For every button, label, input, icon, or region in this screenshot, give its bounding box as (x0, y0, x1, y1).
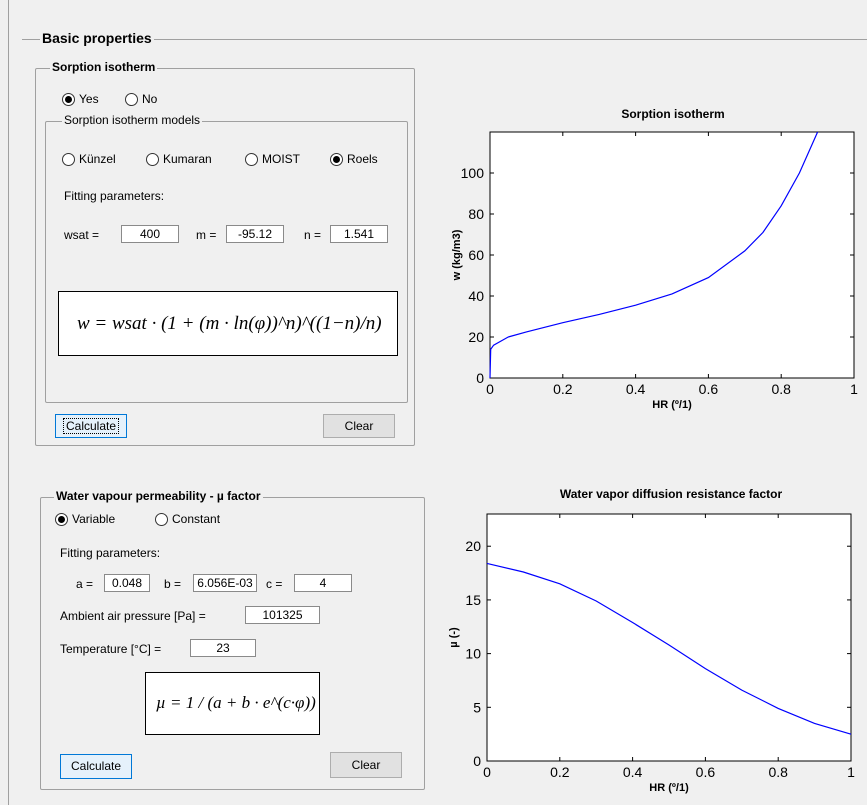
button-label: Calculate (70, 759, 122, 773)
window-border (8, 0, 9, 805)
vapour-chart-title: Water vapor diffusion resistance factor (559, 487, 783, 501)
sorption-clear-button[interactable]: Clear (323, 414, 395, 438)
vapour-calculate-button[interactable]: Calculate (60, 754, 132, 779)
x-tick-label: 1 (847, 764, 855, 780)
basic-properties-title: Basic properties (40, 30, 154, 46)
series-line (489, 131, 819, 379)
c-label: c = (266, 577, 283, 591)
temperature-label: Temperature [°C] = (60, 642, 162, 656)
radio-dot (330, 152, 343, 166)
sorption-calculate-button[interactable]: Calculate (55, 414, 127, 438)
vapour-formula-text: µ = 1 / (a + b · e^(c·φ)) (156, 693, 316, 712)
x-tick-label: 0.4 (623, 764, 643, 780)
plot-area (486, 513, 852, 762)
vapour-constant-radio[interactable]: Constant (155, 512, 220, 526)
radio-label: Roels (347, 152, 378, 166)
x-tick-label: 0.2 (550, 764, 570, 780)
x-tick-label: 0.8 (771, 381, 791, 397)
vapour-clear-button[interactable]: Clear (330, 752, 402, 778)
x-tick-label: 1 (850, 381, 858, 397)
y-tick-label: 80 (468, 206, 484, 222)
plot-area (489, 131, 855, 379)
y-axis-label: µ (-) (448, 627, 460, 648)
y-tick-label: 5 (473, 699, 481, 715)
x-axis-label: HR (º/1) (649, 782, 689, 794)
y-tick-label: 40 (468, 288, 484, 304)
b-label: b = (164, 577, 182, 591)
x-tick-label: 0.6 (699, 381, 719, 397)
x-tick-label: 0 (483, 764, 491, 780)
y-tick-label: 15 (465, 592, 481, 608)
radio-label: No (142, 92, 158, 106)
y-tick-label: 0 (473, 753, 481, 769)
button-label: Clear (344, 419, 374, 433)
model-kunzel-radio[interactable]: Künzel (62, 152, 116, 166)
radio-dot (55, 512, 68, 526)
sorption-formula-text: w = wsat · (1 + (m · ln(φ))^n)^((1−n)/n) (77, 313, 382, 334)
radio-dot (125, 92, 138, 106)
sorption-models-group (45, 121, 408, 403)
button-label: Clear (351, 758, 381, 772)
basic-properties-line (22, 39, 867, 40)
sorption-yes-radio[interactable]: Yes (62, 92, 99, 106)
sorption-isotherm-group (35, 68, 415, 446)
vapour-formula: µ = 1 / (a + b · e^(c·φ)) (145, 672, 320, 735)
sorption-chart: 0 0.2 0.4 0.6 0.8 1 0 20 40 60 80 100 HR (º/1) w (kg/… (451, 131, 858, 411)
y-tick-label: 20 (465, 538, 481, 554)
x-tick-label: 0 (486, 381, 494, 397)
y-tick-label: 0 (476, 370, 484, 386)
x-tick-label: 0.2 (553, 381, 573, 397)
radio-dot (62, 92, 75, 106)
wsat-label: wsat = (64, 228, 100, 242)
radio-dot (155, 512, 168, 526)
radio-dot (62, 152, 75, 166)
pressure-input[interactable]: 101325 (245, 606, 320, 624)
radio-label: MOIST (262, 152, 300, 166)
y-tick-label: 100 (461, 165, 485, 181)
vapour-variable-radio[interactable]: Variable (55, 512, 115, 526)
pressure-label: Ambient air pressure [Pa] = (60, 609, 206, 623)
radio-label: Künzel (79, 152, 116, 166)
temperature-input[interactable]: 23 (190, 639, 256, 657)
m-label: m = (196, 228, 217, 242)
sorption-formula: w = wsat · (1 + (m · ln(φ))^n)^((1−n)/n) (58, 291, 398, 356)
b-input[interactable]: 6.056E-03 (193, 574, 257, 592)
series-line (486, 562, 852, 735)
radio-label: Constant (172, 512, 221, 526)
radio-label: Yes (79, 92, 99, 106)
x-tick-label: 0.6 (696, 764, 716, 780)
a-input[interactable]: 0.048 (104, 574, 150, 592)
sorption-models-title: Sorption isotherm models (62, 113, 203, 127)
c-input[interactable]: 4 (294, 574, 352, 592)
radio-dot (146, 152, 159, 166)
n-label: n = (304, 228, 322, 242)
radio-label: Variable (72, 512, 116, 526)
sorption-isotherm-title: Sorption isotherm (50, 60, 158, 74)
radio-label: Kumaran (163, 152, 212, 166)
m-input[interactable]: -95.12 (226, 225, 284, 243)
vapour-permeability-title: Water vapour permeability - µ factor (54, 489, 263, 503)
button-label: Calculate (62, 418, 120, 434)
model-roels-radio[interactable]: Roels (330, 152, 378, 166)
sorption-no-radio[interactable]: No (125, 92, 157, 106)
model-moist-radio[interactable]: MOIST (245, 152, 300, 166)
x-tick-label: 0.8 (768, 764, 788, 780)
wsat-input[interactable]: 400 (121, 225, 179, 243)
n-input[interactable]: 1.541 (330, 225, 388, 243)
vapour-fitting-label: Fitting parameters: (60, 546, 161, 560)
model-kumaran-radio[interactable]: Kumaran (146, 152, 212, 166)
y-axis-label: w (kg/m3) (451, 229, 463, 281)
x-tick-label: 0.4 (626, 381, 646, 397)
y-tick-label: 20 (468, 329, 484, 345)
sorption-fitting-label: Fitting parameters: (64, 189, 165, 203)
y-tick-label: 10 (465, 646, 481, 662)
radio-dot (245, 152, 258, 166)
a-label: a = (76, 577, 94, 591)
y-tick-label: 60 (468, 247, 484, 263)
sorption-chart-title: Sorption isotherm (621, 107, 725, 121)
x-axis-label: HR (º/1) (652, 399, 692, 411)
